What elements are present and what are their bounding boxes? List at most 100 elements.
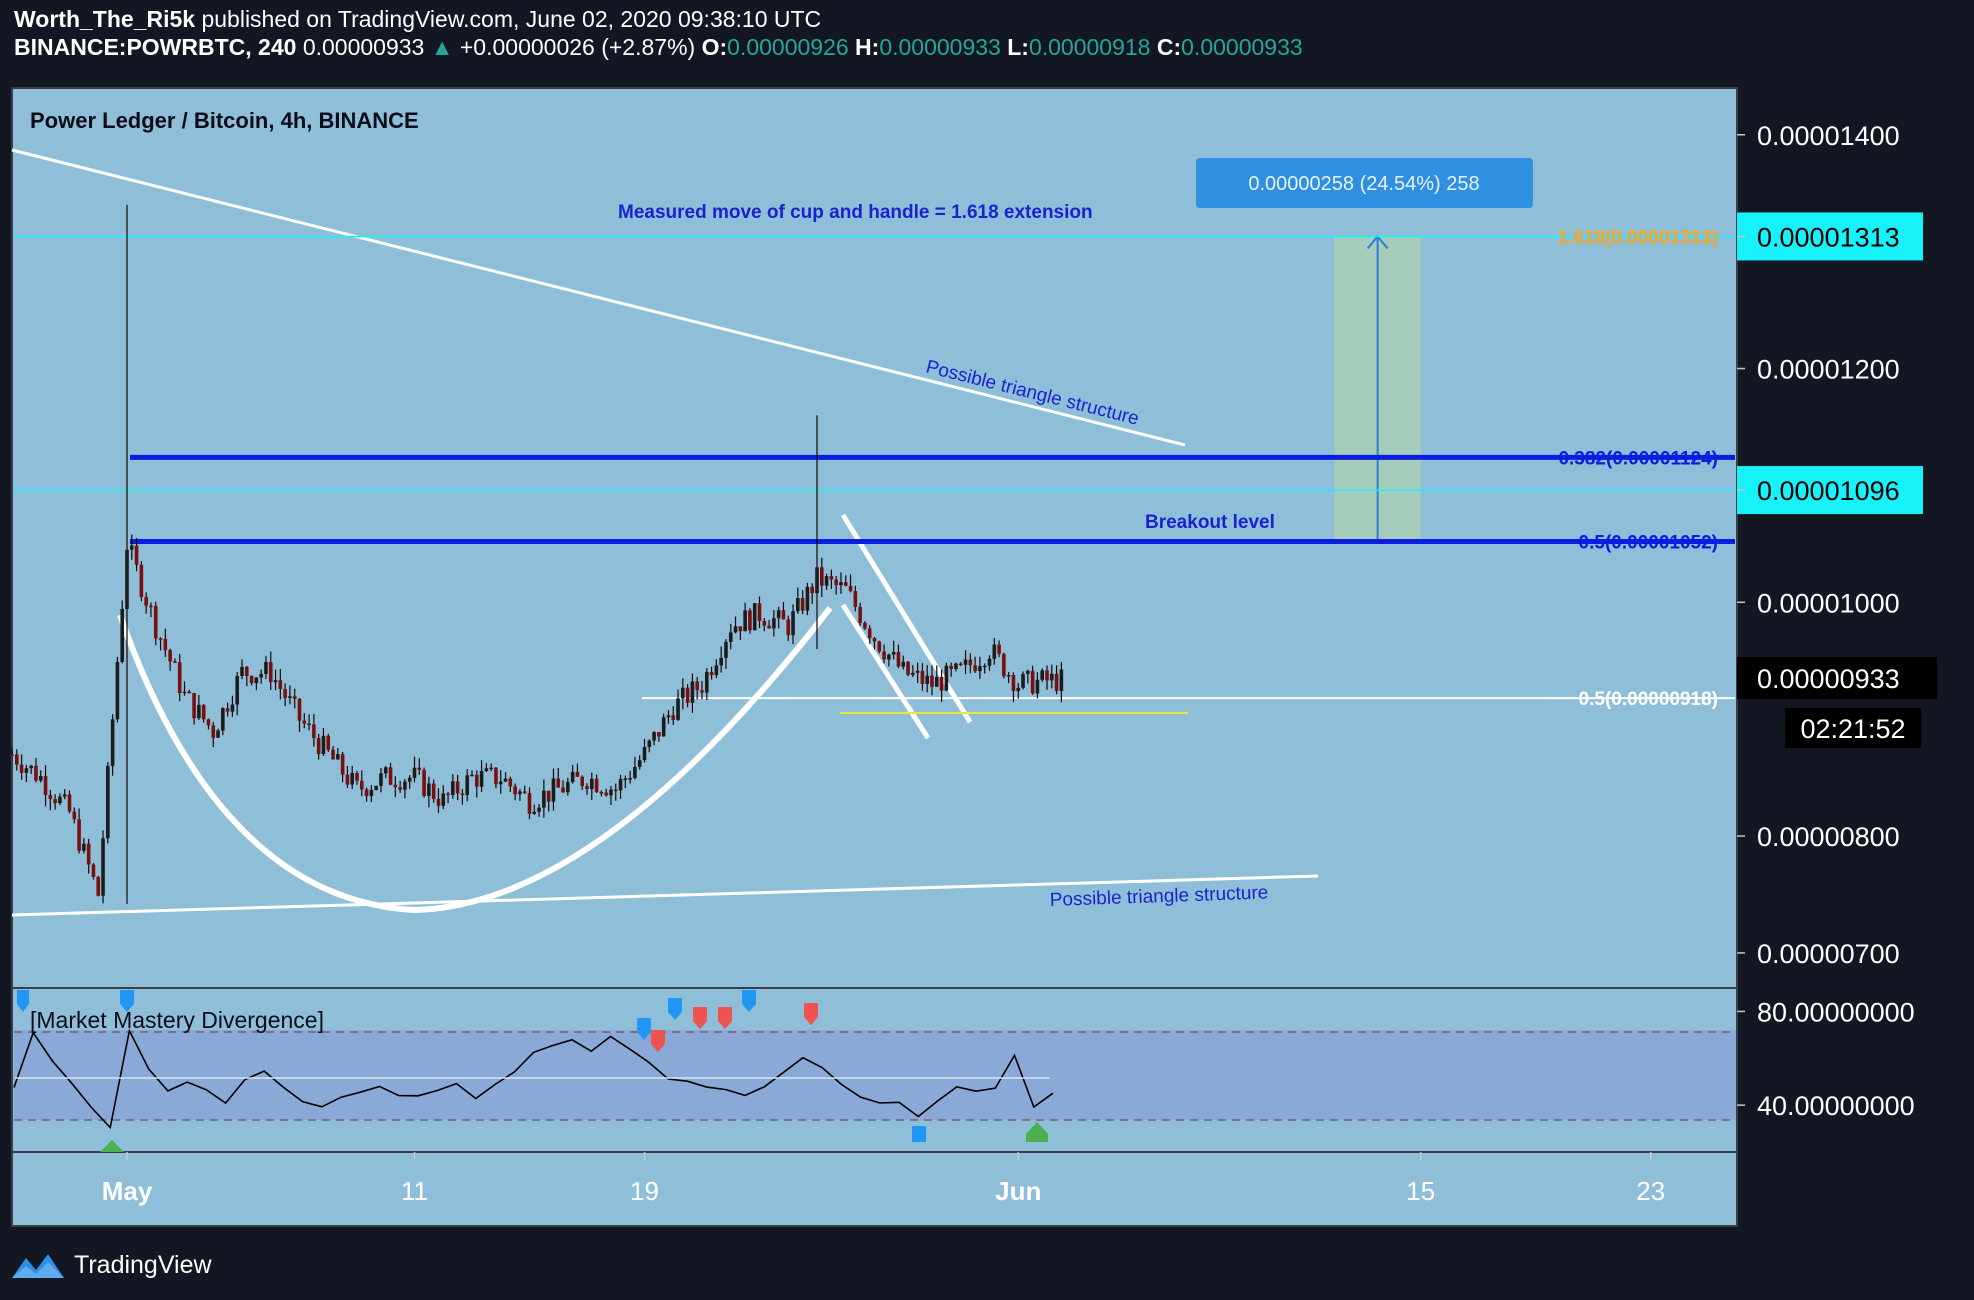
candle [925, 665, 930, 693]
candle [752, 602, 757, 631]
candle [350, 765, 355, 790]
tradingview-footer[interactable]: TradingView [10, 1245, 212, 1285]
annotation-breakout[interactable]: Breakout level [1145, 512, 1275, 533]
annotation-measured-move[interactable]: Measured move of cup and handle = 1.618 … [618, 202, 1093, 223]
price-tick-label: 0.00000800 [1757, 822, 1900, 852]
divergence-marker-icon [120, 990, 134, 1012]
candle [14, 749, 19, 771]
candle [1002, 652, 1006, 679]
author-name[interactable]: Worth_The_Ri5k [14, 6, 196, 32]
handle-line-lower[interactable] [840, 603, 931, 740]
candle [834, 576, 838, 595]
candle [307, 714, 311, 731]
candle [177, 653, 182, 702]
candle [465, 769, 470, 802]
candle [887, 653, 891, 667]
candle [556, 767, 561, 788]
candle [633, 756, 637, 780]
candle [422, 767, 426, 798]
price-tick-label: 0.00001400 [1757, 121, 1900, 151]
candle [733, 616, 738, 634]
candle [978, 656, 982, 679]
candle [676, 689, 680, 721]
candle [268, 651, 273, 690]
candle [944, 662, 949, 692]
candle [62, 789, 67, 800]
candle [609, 785, 613, 805]
candle [585, 783, 589, 795]
handle-line-upper[interactable] [840, 513, 973, 724]
candle [19, 754, 24, 780]
candle [819, 557, 824, 598]
high-value: 0.00000933 [879, 34, 1001, 60]
candle [843, 575, 848, 587]
candle [1016, 683, 1021, 699]
candle [403, 778, 407, 799]
candle [637, 755, 642, 770]
candle [867, 625, 872, 644]
candle [297, 697, 302, 733]
triangle-lower-line[interactable] [11, 874, 1319, 917]
candle [589, 772, 594, 801]
candle [149, 602, 153, 618]
candle [474, 770, 479, 798]
candle [273, 669, 278, 691]
candle [580, 775, 585, 790]
candle [604, 788, 608, 797]
candle [987, 655, 992, 671]
candle [958, 662, 963, 667]
candle [781, 601, 786, 620]
candle [527, 787, 532, 820]
candle [331, 746, 335, 760]
candle [67, 790, 72, 814]
candle [182, 681, 187, 696]
ohlc-line: BINANCE:POWRBTC, 240 0.00000933 ▲ +0.000… [14, 34, 1303, 61]
candle [417, 758, 422, 775]
candle [767, 619, 771, 629]
candle [906, 661, 910, 677]
brand-name: TradingView [74, 1250, 212, 1279]
indicator-band [14, 1030, 1736, 1120]
indicator-name: [Market Mastery Divergence] [30, 1007, 324, 1033]
axis-layer[interactable]: 0.00001400 0.00001313 0.00001200 0.00001096… [102, 121, 1923, 1206]
candle [963, 650, 968, 675]
level-label: 0.382(0.00001124) [1558, 448, 1718, 469]
price-tick-label: 0.00001200 [1757, 355, 1900, 385]
candle [302, 713, 307, 729]
candle [757, 596, 762, 629]
candle [805, 582, 810, 616]
cup-curve[interactable] [117, 606, 833, 914]
candle [542, 779, 546, 818]
candle [628, 770, 632, 784]
level-label: 0.5(0.00001052) [1579, 533, 1718, 554]
candle [431, 779, 436, 803]
candle [1040, 668, 1045, 682]
candle [642, 738, 647, 763]
candle [863, 621, 867, 631]
candle [29, 764, 33, 775]
candle [613, 783, 618, 801]
triangle-upper-line[interactable] [11, 148, 1186, 447]
candle [498, 770, 503, 794]
candle [982, 663, 987, 674]
candle [537, 804, 541, 817]
candle [86, 839, 91, 874]
indicator-tick-label: 80.00000000 [1757, 997, 1915, 1027]
candle [566, 777, 570, 796]
candle [153, 601, 158, 646]
candle [1011, 672, 1016, 703]
candle [288, 685, 292, 705]
candle [125, 204, 129, 904]
candle [877, 640, 882, 654]
candle [704, 668, 709, 700]
candle [398, 780, 402, 793]
candle [144, 592, 148, 614]
candle [278, 668, 283, 700]
candle [911, 665, 915, 678]
candle [211, 721, 216, 748]
last-price-badge [1737, 657, 1937, 699]
up-triangle-icon: ▲ [430, 34, 454, 60]
candle [666, 710, 671, 724]
time-tick-label: Jun [995, 1176, 1041, 1206]
